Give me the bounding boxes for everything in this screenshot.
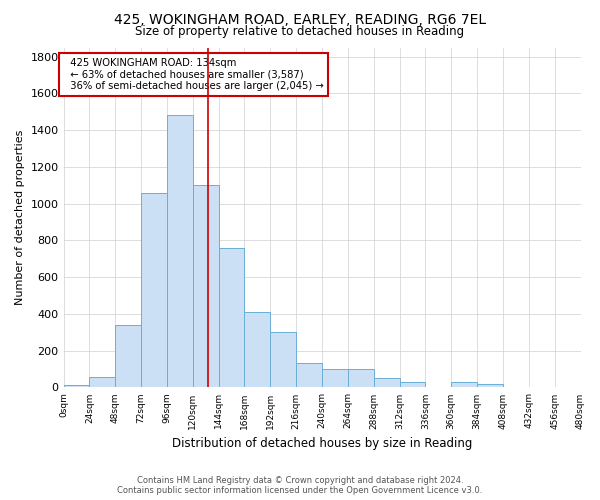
Bar [322, 369, 348, 388]
Text: Size of property relative to detached houses in Reading: Size of property relative to detached ho… [136, 25, 464, 38]
Bar [89, 378, 115, 388]
Bar [141, 192, 167, 388]
Text: 425, WOKINGHAM ROAD, EARLEY, READING, RG6 7EL: 425, WOKINGHAM ROAD, EARLEY, READING, RG… [114, 12, 486, 26]
Bar [218, 248, 244, 388]
Bar [374, 378, 400, 388]
Bar [296, 362, 322, 388]
Bar [451, 382, 477, 388]
Bar [477, 384, 503, 388]
Text: 425 WOKINGHAM ROAD: 134sqm
  ← 63% of detached houses are smaller (3,587)
  36% : 425 WOKINGHAM ROAD: 134sqm ← 63% of deta… [64, 58, 323, 91]
Bar [167, 116, 193, 388]
Bar [271, 332, 296, 388]
Bar [503, 386, 529, 388]
Bar [244, 312, 271, 388]
Bar [193, 186, 218, 388]
Y-axis label: Number of detached properties: Number of detached properties [15, 130, 25, 305]
Bar [115, 325, 141, 388]
Text: Contains HM Land Registry data © Crown copyright and database right 2024.
Contai: Contains HM Land Registry data © Crown c… [118, 476, 482, 495]
Bar [400, 382, 425, 388]
Bar [348, 369, 374, 388]
Bar [64, 384, 89, 388]
X-axis label: Distribution of detached houses by size in Reading: Distribution of detached houses by size … [172, 437, 472, 450]
